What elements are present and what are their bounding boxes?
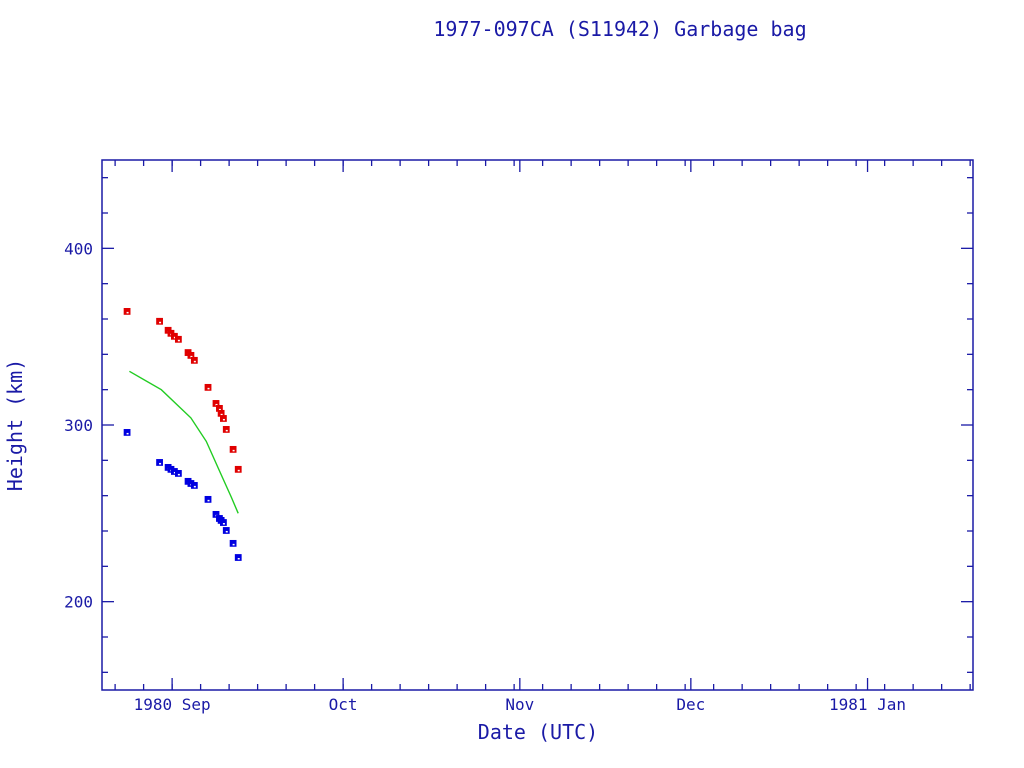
data-point-marker [173,336,176,339]
series-apogee [123,308,242,473]
y-tick-labels: 200 300 400 [64,239,93,611]
data-point [204,495,212,503]
data-point-marker [222,523,225,525]
data-point-marker [237,469,240,472]
data-point-marker [177,339,180,342]
x-tick-labels: 1980 Sep Oct Nov Dec 1981 Jan [134,695,906,714]
plot-frame [101,159,974,691]
data-point [229,445,237,453]
data-point [156,459,163,466]
data-point-marker [126,432,129,435]
data-point-marker [159,462,162,465]
data-point-marker [237,558,240,560]
data-point [204,383,212,391]
data-point-marker [207,499,210,502]
data-point-marker [215,403,218,406]
data-point-marker [225,429,228,432]
y-tick-label: 200 [64,593,93,612]
data-point [190,482,198,489]
data-point [123,429,131,436]
axis-ticks [102,160,973,690]
data-point [234,554,242,561]
data-point-marker [222,418,225,421]
data-point-marker [232,449,235,452]
data-point [229,539,237,547]
data-point [222,527,230,534]
data-point-marker [159,321,162,324]
y-tick-label: 400 [64,239,93,258]
data-point [187,351,195,359]
data-point [220,519,227,526]
y-tick-label: 300 [64,416,93,435]
data-point-marker [232,543,235,546]
series-mean-height [129,370,239,514]
data-point [174,335,182,343]
data-point-marker [190,355,193,358]
mean-height-line [129,370,239,514]
data-series [123,308,242,561]
x-tick-label: Nov [505,695,534,714]
data-point [222,426,230,433]
data-point [123,308,131,315]
data-point-marker [177,473,180,476]
data-point-marker [193,485,196,488]
x-axis-label: Date (UTC) [478,720,598,744]
x-tick-label: 1980 Sep [134,695,211,714]
y-axis-label: Height (km) [3,359,27,491]
data-point [190,356,198,364]
x-tick-label: Oct [329,695,358,714]
data-point [220,415,227,422]
data-point [174,470,182,477]
data-point-marker [173,471,176,474]
data-point [156,317,163,325]
data-point-marker [207,387,210,390]
data-point-marker [225,530,228,533]
data-point [212,510,220,518]
series-perigee [123,429,242,561]
data-point-marker [193,360,196,363]
data-point-marker [126,311,129,314]
data-point-marker [220,413,223,416]
x-tick-label: 1981 Jan [829,695,906,714]
data-point [234,465,242,473]
x-tick-label: Dec [676,695,705,714]
data-point [212,400,220,407]
data-point-marker [218,408,221,411]
chart-title: 1977-097CA (S11942) Garbage bag [433,17,806,41]
